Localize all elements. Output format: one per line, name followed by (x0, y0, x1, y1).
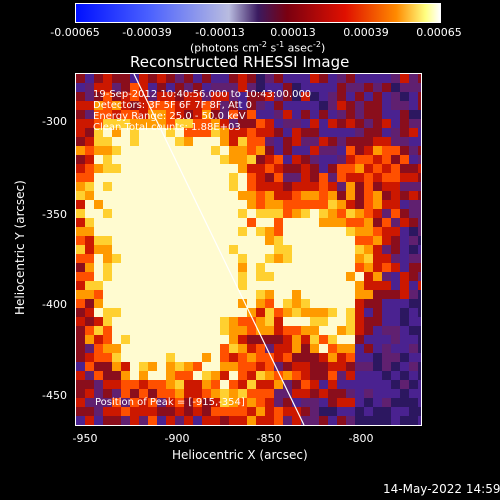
annotation-peak: Position of Peak = [-915,-354] (95, 397, 245, 408)
annotation-method: Clean Total counts: 1.88E+03 (93, 122, 241, 133)
plot-date: 14-May-2022 14:59 (383, 482, 500, 496)
colorbar-tick: 0.00039 (343, 26, 389, 39)
solar-limb-line (133, 74, 305, 425)
heatmap-canvas (76, 74, 421, 425)
x-tick-label: -900 (164, 432, 190, 445)
x-tick-label: -800 (348, 432, 374, 445)
colorbar-tick: -0.00039 (122, 26, 172, 39)
colorbar-tick: -0.00013 (195, 26, 245, 39)
annotation-detectors: Detectors: 3F 5F 6F 7F 8F, Att 0 (93, 100, 253, 111)
y-axis-label: Heliocentric Y (arcsec) (13, 180, 27, 315)
x-tick-label: -950 (72, 432, 98, 445)
colorbar-tick: 0.00013 (270, 26, 316, 39)
y-tick-label: -350 (42, 208, 67, 221)
image-title: Reconstructed RHESSI Image (130, 53, 350, 71)
colorbar-tick: -0.00065 (50, 26, 100, 39)
y-tick-label: -450 (42, 389, 67, 402)
x-axis-label: Heliocentric X (arcsec) (172, 448, 308, 462)
y-tick-label: -400 (42, 298, 67, 311)
rhessi-image-plot (75, 73, 422, 426)
x-tick-label: -850 (256, 432, 282, 445)
colorbar (75, 3, 441, 23)
annotation-time-range: 19-Sep-2012 10:40:56.000 to 10:43:00.000 (93, 89, 312, 100)
colorbar-tick: 0.00065 (416, 26, 462, 39)
y-tick-label: -300 (42, 115, 67, 128)
annotation-energy: Energy Range: 25.0 - 50.0 keV (93, 111, 246, 122)
colorbar-unit: (photons cm-2 s-1 asec-2) (190, 40, 326, 55)
